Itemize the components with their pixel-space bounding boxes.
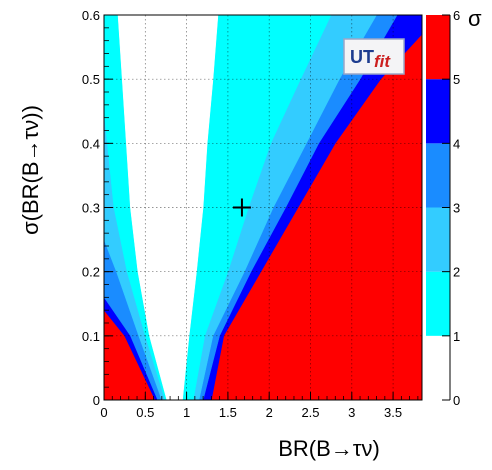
- x-tick-label: 3.5: [384, 405, 402, 420]
- color-scale-tick-label: 3: [453, 201, 460, 216]
- grid-lines: [104, 15, 422, 400]
- color-scale-tick-label: 6: [453, 8, 460, 23]
- y-axis-title: σ(BR(B→τν)): [18, 105, 43, 235]
- utfit-logo: UT fit: [343, 38, 405, 75]
- x-axis: 0 0.5 1 1.5 2 2.5 3 3.5: [100, 392, 419, 420]
- y-tick-label: 0: [93, 393, 100, 408]
- central-value-marker: [232, 198, 251, 217]
- color-scale-band: [426, 15, 450, 80]
- color-scale: 0 1 2 3 4 5 6: [426, 8, 460, 408]
- logo-frame: [343, 38, 405, 75]
- x-axis-title: BR(B→τν): [278, 436, 380, 461]
- color-scale-band: [426, 207, 450, 272]
- y-tick-label: 0.1: [82, 329, 100, 344]
- color-scale-tick-label: 2: [453, 265, 460, 280]
- x-tick-label: 3: [348, 405, 355, 420]
- x-tick-label: 2.5: [301, 405, 319, 420]
- color-scale-tick-label: 5: [453, 72, 460, 87]
- x-tick-label: 2: [266, 405, 273, 420]
- logo-main-text: UT: [350, 47, 374, 67]
- y-tick-label: 0.5: [82, 72, 100, 87]
- y-tick-label: 0.2: [82, 265, 100, 280]
- color-scale-band: [426, 335, 450, 400]
- color-scale-tick-label: 1: [453, 329, 460, 344]
- color-scale-band: [426, 143, 450, 208]
- logo-sub-text: fit: [374, 52, 391, 71]
- x-tick-label: 0: [100, 405, 107, 420]
- color-scale-tick-label: 0: [453, 393, 460, 408]
- color-scale-band: [426, 271, 450, 336]
- y-tick-label: 0.6: [82, 8, 100, 23]
- y-tick-label: 0.4: [82, 136, 100, 151]
- y-tick-label: 0.3: [82, 201, 100, 216]
- y-axis: 0 0.1 0.2 0.3 0.4 0.5 0.6: [82, 8, 113, 408]
- x-tick-label: 1.5: [219, 405, 237, 420]
- x-tick-label: 0.5: [136, 405, 154, 420]
- x-tick-label: 1: [183, 405, 190, 420]
- color-scale-label: σ: [468, 6, 482, 31]
- color-scale-band: [426, 79, 450, 144]
- color-scale-tick-label: 4: [453, 136, 460, 151]
